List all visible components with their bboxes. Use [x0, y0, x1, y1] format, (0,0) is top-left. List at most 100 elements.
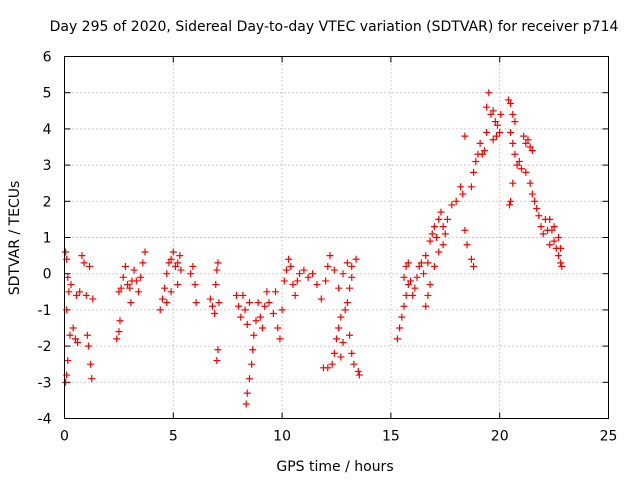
- data-point: [212, 281, 220, 289]
- data-point: [489, 136, 497, 144]
- data-point: [417, 259, 425, 267]
- data-point: [348, 349, 356, 357]
- data-point: [134, 288, 142, 296]
- data-point: [167, 288, 175, 296]
- data-point: [214, 259, 222, 267]
- data-point: [513, 161, 521, 169]
- data-point: [256, 313, 264, 321]
- y-tick-label: 0: [43, 267, 52, 283]
- data-point: [291, 291, 299, 299]
- data-point: [504, 96, 512, 104]
- data-point: [163, 299, 171, 307]
- data-point: [167, 255, 175, 263]
- data-point: [496, 129, 504, 137]
- data-point: [263, 288, 271, 296]
- data-point: [515, 157, 523, 165]
- data-point: [404, 281, 412, 289]
- data-point: [269, 310, 277, 318]
- data-point: [487, 110, 495, 118]
- data-point: [187, 270, 195, 278]
- data-point: [335, 284, 343, 292]
- data-point: [497, 110, 505, 118]
- data-point: [84, 342, 92, 350]
- data-point: [235, 302, 243, 310]
- data-point: [139, 259, 147, 267]
- data-point: [509, 139, 517, 147]
- data-point: [546, 215, 554, 223]
- data-point: [132, 277, 140, 285]
- y-tick-label: 3: [43, 158, 52, 174]
- data-point: [141, 248, 149, 256]
- data-point: [272, 288, 280, 296]
- data-point: [426, 237, 434, 245]
- data-point: [472, 157, 480, 165]
- data-point: [117, 284, 125, 292]
- data-point: [206, 295, 214, 303]
- data-point: [511, 118, 519, 126]
- data-point: [304, 273, 312, 281]
- data-point: [337, 313, 345, 321]
- data-point: [296, 270, 304, 278]
- data-point: [467, 183, 475, 191]
- x-tick-label: 0: [60, 429, 69, 445]
- data-point: [313, 281, 321, 289]
- data-point: [526, 143, 534, 151]
- data-point: [242, 400, 250, 408]
- data-point: [169, 248, 177, 256]
- x-tick-label: 10: [273, 429, 291, 445]
- y-tick-label: -3: [38, 375, 52, 391]
- data-point: [352, 255, 360, 263]
- data-point: [177, 266, 185, 274]
- data-point: [459, 190, 467, 198]
- x-tick-label: 20: [491, 429, 509, 445]
- data-point: [337, 353, 345, 361]
- data-point: [520, 132, 528, 140]
- data-point: [507, 129, 515, 137]
- data-point: [546, 241, 554, 249]
- data-point: [278, 306, 286, 314]
- data-point: [539, 230, 547, 238]
- data-point: [435, 215, 443, 223]
- data-point: [282, 266, 290, 274]
- data-point: [461, 226, 469, 234]
- data-point: [505, 201, 513, 209]
- data-point: [333, 335, 340, 343]
- data-point: [511, 150, 519, 158]
- data-point: [165, 259, 173, 267]
- data-point: [250, 331, 258, 339]
- data-point: [457, 183, 465, 191]
- data-point: [330, 266, 338, 274]
- data-point: [509, 179, 517, 187]
- data-point: [491, 118, 499, 126]
- data-point: [171, 262, 179, 270]
- data-point: [309, 270, 317, 278]
- data-point: [211, 310, 219, 318]
- data-point: [537, 223, 545, 231]
- data-point: [335, 324, 343, 332]
- data-point: [354, 367, 362, 375]
- data-point: [346, 284, 354, 292]
- data-point: [470, 262, 478, 270]
- data-point: [248, 360, 256, 368]
- data-point: [276, 335, 284, 343]
- y-axis-label: SDTVAR / TECUs: [7, 181, 23, 296]
- data-point: [274, 324, 282, 332]
- data-point: [404, 259, 412, 267]
- data-point: [557, 259, 565, 267]
- chart-title: Day 295 of 2020, Sidereal Day-to-day VTE…: [50, 19, 619, 35]
- data-point: [121, 262, 129, 270]
- data-point: [393, 335, 401, 343]
- data-point: [494, 121, 502, 129]
- data-point: [322, 277, 330, 285]
- data-point: [339, 270, 347, 278]
- data-point: [82, 291, 90, 299]
- data-point: [467, 255, 475, 263]
- data-point: [115, 328, 123, 336]
- data-point: [158, 295, 166, 303]
- data-point: [443, 215, 451, 223]
- x-tick-label: 25: [600, 429, 618, 445]
- data-point: [208, 302, 216, 310]
- data-point: [509, 110, 517, 118]
- data-points: [62, 89, 566, 408]
- data-point: [461, 132, 469, 140]
